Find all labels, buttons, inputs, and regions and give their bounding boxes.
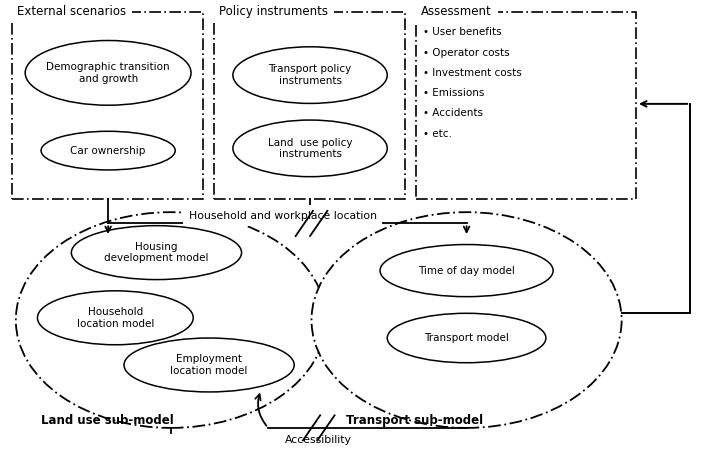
Text: Time of day model: Time of day model	[418, 266, 515, 276]
Ellipse shape	[387, 313, 546, 363]
Text: Car ownership: Car ownership	[70, 146, 146, 156]
Text: Transport sub-model: Transport sub-model	[346, 414, 483, 427]
Bar	[214, 12, 405, 199]
Text: • Operator costs: • Operator costs	[424, 48, 510, 58]
Text: • etc.: • etc.	[424, 128, 452, 138]
Ellipse shape	[16, 212, 326, 428]
Ellipse shape	[233, 47, 387, 104]
Text: • User benefits: • User benefits	[424, 27, 502, 37]
Text: Transport model: Transport model	[424, 333, 509, 343]
Text: Assessment: Assessment	[421, 5, 492, 18]
Ellipse shape	[380, 245, 553, 296]
Text: Accessibility: Accessibility	[285, 434, 352, 444]
Ellipse shape	[25, 40, 191, 105]
Text: Policy instruments: Policy instruments	[219, 5, 328, 18]
Text: • Accidents: • Accidents	[424, 109, 484, 118]
Text: Land  use policy
instruments: Land use policy instruments	[268, 138, 353, 159]
Text: Land use sub-model: Land use sub-model	[41, 414, 174, 427]
Bar	[12, 12, 203, 199]
Text: Transport policy
instruments: Transport policy instruments	[269, 64, 352, 86]
Text: Household
location model: Household location model	[77, 307, 154, 329]
Bar	[416, 12, 636, 199]
Ellipse shape	[124, 338, 294, 392]
Ellipse shape	[72, 226, 242, 280]
Text: Household and workplace location: Household and workplace location	[189, 211, 376, 221]
Text: • Emissions: • Emissions	[424, 88, 484, 98]
Text: • Investment costs: • Investment costs	[424, 68, 522, 78]
Ellipse shape	[41, 131, 175, 170]
Ellipse shape	[38, 291, 193, 345]
Text: Demographic transition
and growth: Demographic transition and growth	[46, 62, 170, 84]
Text: Housing
development model: Housing development model	[104, 242, 209, 263]
Ellipse shape	[233, 120, 387, 177]
Ellipse shape	[311, 212, 622, 428]
Text: Employment
location model: Employment location model	[170, 354, 248, 376]
Text: External scenarios: External scenarios	[17, 5, 127, 18]
